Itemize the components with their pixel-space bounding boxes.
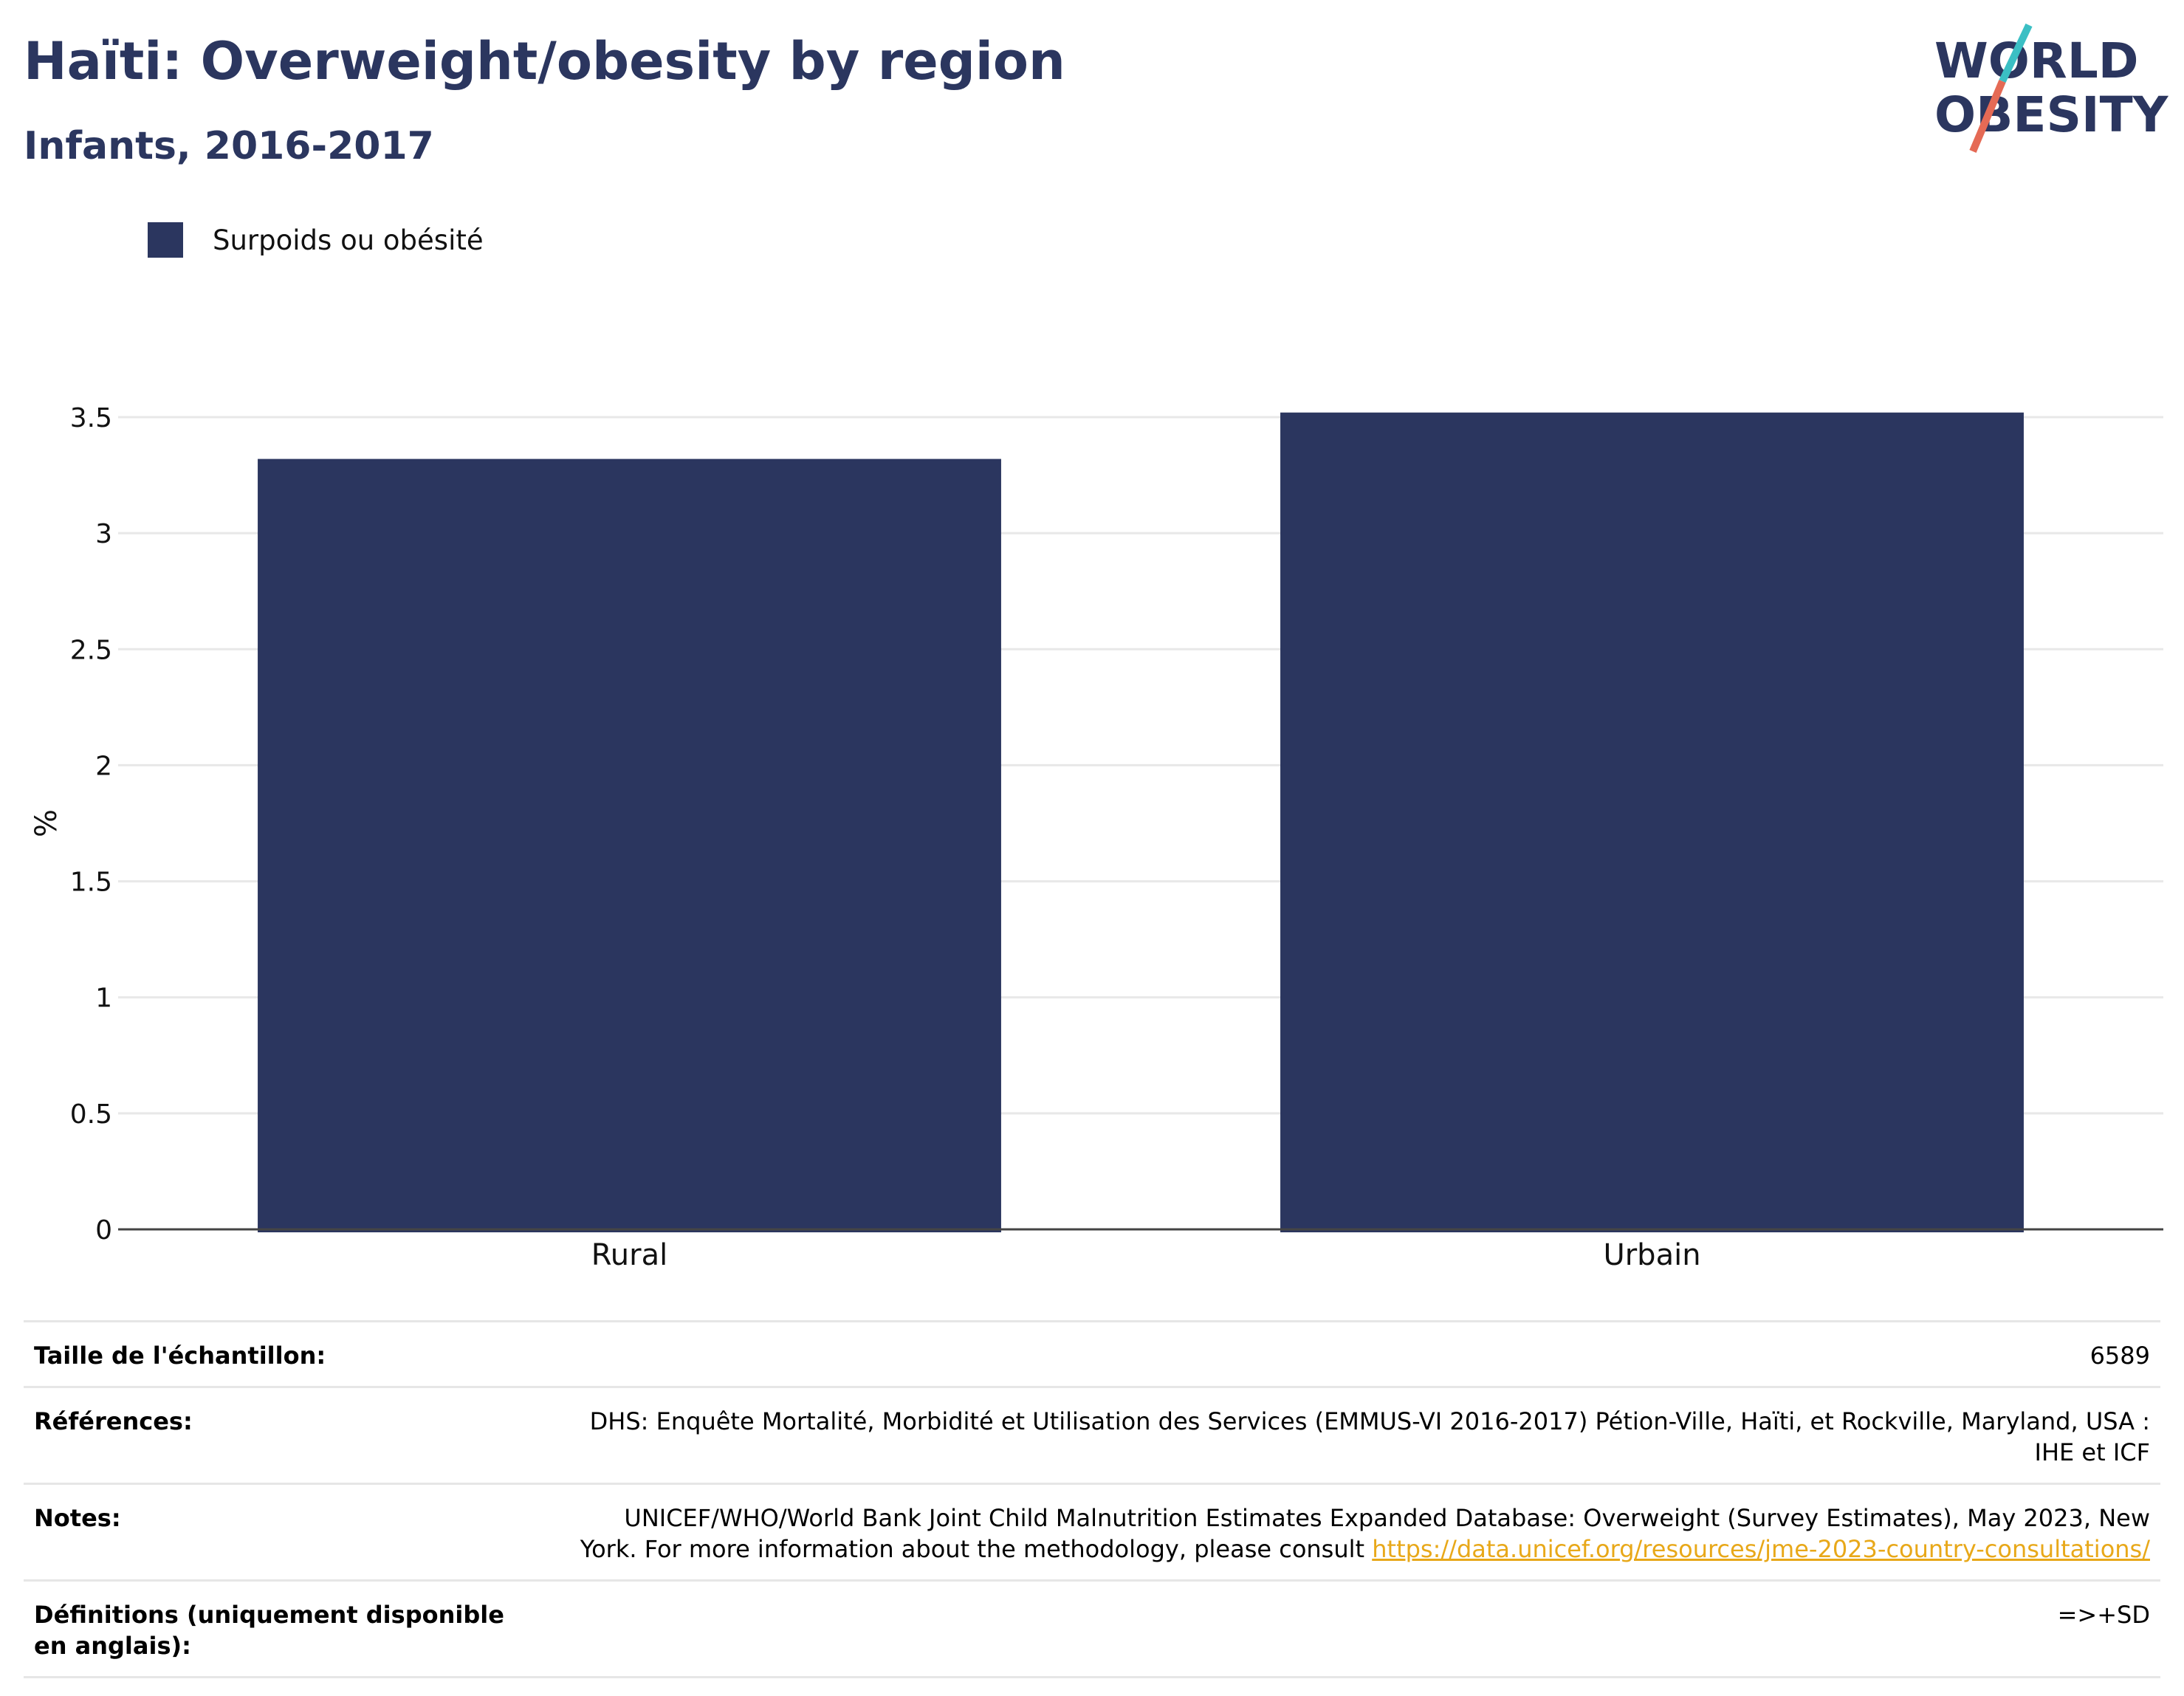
logo-slash-top xyxy=(1999,23,2033,83)
info-key: Taille de l'échantillon: xyxy=(34,1342,326,1370)
info-row-definitions: Définitions (uniquement disponible en an… xyxy=(24,1579,2160,1678)
y-tick-label: 1.5 xyxy=(70,868,112,898)
info-row-references: Références: DHS: Enquête Mortalité, Morb… xyxy=(24,1386,2160,1483)
logo-slash-bottom xyxy=(1969,80,2006,153)
info-value: UNICEF/WHO/World Bank Joint Child Malnut… xyxy=(580,1504,2150,1563)
category-labels: Rural Urbain xyxy=(591,1238,1701,1272)
category-label: Rural xyxy=(591,1238,667,1272)
info-table: Taille de l'échantillon: 6589 Références… xyxy=(24,1320,2160,1678)
methodology-link[interactable]: https://data.unicef.org/resources/jme-20… xyxy=(1372,1535,2150,1563)
category-label: Urbain xyxy=(1603,1238,1700,1272)
y-tick-labels: 0 0.5 1 1.5 2 2.5 3 3.5 xyxy=(70,403,112,1246)
bar-chart: 0 0.5 1 1.5 2 2.5 3 3.5 Rural Urbain % xyxy=(30,403,2163,1272)
y-axis-label: % xyxy=(30,809,63,837)
y-tick-label: 2.5 xyxy=(70,635,112,665)
y-tick-label: 1 xyxy=(95,983,112,1014)
info-key: Définitions (uniquement disponible en an… xyxy=(34,1601,504,1660)
info-value-wrapper: UNICEF/WHO/World Bank Joint Child Malnut… xyxy=(566,1503,2150,1565)
logo-line1: WORLD xyxy=(1934,32,2139,89)
y-tick-label: 3 xyxy=(95,519,112,549)
legend[interactable]: Surpoids ou obésité xyxy=(148,222,484,258)
info-row-notes: Notes: UNICEF/WHO/World Bank Joint Child… xyxy=(24,1483,2160,1579)
legend-swatch xyxy=(148,222,183,258)
info-value: DHS: Enquête Mortalité, Morbidité et Uti… xyxy=(589,1407,2150,1466)
bar-urbain[interactable] xyxy=(1280,412,2024,1232)
y-tick-label: 3.5 xyxy=(70,403,112,433)
y-tick-label: 0.5 xyxy=(70,1099,112,1130)
chart-title: Haïti: Overweight/obesity by region xyxy=(24,31,1065,92)
world-obesity-logo: WORLD OBESITY xyxy=(1934,23,2169,153)
info-key: Notes: xyxy=(34,1504,121,1532)
bar-rural[interactable] xyxy=(258,459,1001,1232)
legend-label: Surpoids ou obésité xyxy=(213,224,484,256)
chart-subtitle: Infants, 2016-2017 xyxy=(24,124,434,168)
info-row-sample-size: Taille de l'échantillon: 6589 xyxy=(24,1320,2160,1386)
y-tick-label: 0 xyxy=(95,1215,112,1246)
info-value: =>+SD xyxy=(2057,1601,2150,1629)
bars xyxy=(258,412,2024,1232)
info-value: 6589 xyxy=(2089,1342,2150,1370)
y-tick-label: 2 xyxy=(95,751,112,781)
logo-line2: OBESITY xyxy=(1934,86,2169,143)
info-key: Références: xyxy=(34,1407,193,1435)
